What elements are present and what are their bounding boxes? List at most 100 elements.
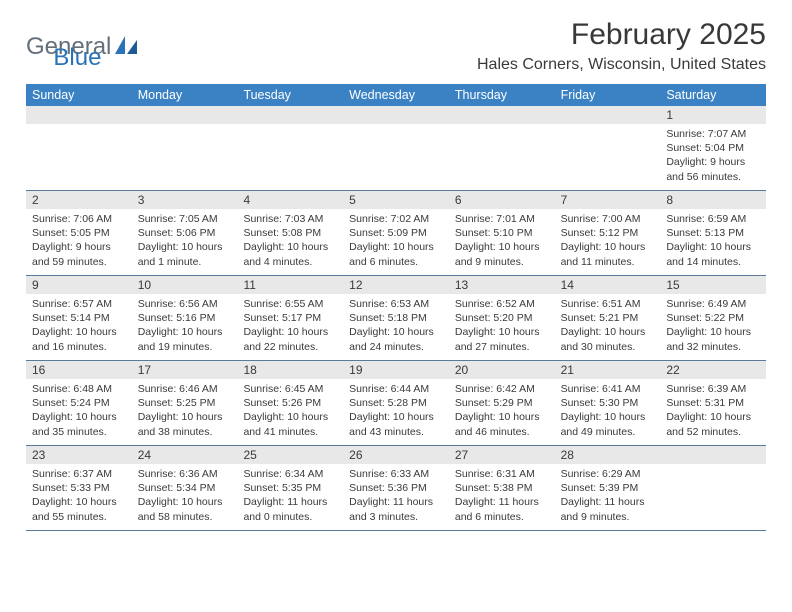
day-number: 7 [555, 191, 661, 209]
sunrise-line: Sunrise: 6:37 AM [32, 467, 126, 481]
sunrise-line: Sunrise: 6:53 AM [349, 297, 443, 311]
sunset-line: Sunset: 5:21 PM [561, 311, 655, 325]
daylight-line: Daylight: 9 hours and 59 minutes. [32, 240, 126, 268]
day-number [26, 106, 132, 124]
daylight-line: Daylight: 9 hours and 56 minutes. [666, 155, 760, 183]
sunrise-line: Sunrise: 6:44 AM [349, 382, 443, 396]
day-cell: 14Sunrise: 6:51 AMSunset: 5:21 PMDayligh… [555, 276, 661, 360]
day-body: Sunrise: 6:52 AMSunset: 5:20 PMDaylight:… [449, 294, 555, 360]
daylight-line: Daylight: 10 hours and 11 minutes. [561, 240, 655, 268]
day-body: Sunrise: 6:31 AMSunset: 5:38 PMDaylight:… [449, 464, 555, 530]
day-number: 15 [660, 276, 766, 294]
sunrise-line: Sunrise: 7:02 AM [349, 212, 443, 226]
day-cell: 23Sunrise: 6:37 AMSunset: 5:33 PMDayligh… [26, 446, 132, 530]
day-header: Sunday [26, 84, 132, 106]
day-number: 17 [132, 361, 238, 379]
sunset-line: Sunset: 5:39 PM [561, 481, 655, 495]
header: General Blue February 2025 Hales Corners… [26, 18, 766, 74]
sunrise-line: Sunrise: 6:57 AM [32, 297, 126, 311]
daylight-line: Daylight: 10 hours and 4 minutes. [243, 240, 337, 268]
day-body: Sunrise: 6:53 AMSunset: 5:18 PMDaylight:… [343, 294, 449, 360]
sunrise-line: Sunrise: 6:42 AM [455, 382, 549, 396]
day-body: Sunrise: 6:36 AMSunset: 5:34 PMDaylight:… [132, 464, 238, 530]
day-number: 8 [660, 191, 766, 209]
day-cell: 5Sunrise: 7:02 AMSunset: 5:09 PMDaylight… [343, 191, 449, 275]
day-body: Sunrise: 7:00 AMSunset: 5:12 PMDaylight:… [555, 209, 661, 275]
day-body: Sunrise: 6:57 AMSunset: 5:14 PMDaylight:… [26, 294, 132, 360]
day-body: Sunrise: 6:41 AMSunset: 5:30 PMDaylight:… [555, 379, 661, 445]
day-number: 9 [26, 276, 132, 294]
daylight-line: Daylight: 10 hours and 55 minutes. [32, 495, 126, 523]
sunset-line: Sunset: 5:20 PM [455, 311, 549, 325]
day-body: Sunrise: 6:59 AMSunset: 5:13 PMDaylight:… [660, 209, 766, 275]
sunset-line: Sunset: 5:09 PM [349, 226, 443, 240]
day-cell: 27Sunrise: 6:31 AMSunset: 5:38 PMDayligh… [449, 446, 555, 530]
week-row: 2Sunrise: 7:06 AMSunset: 5:05 PMDaylight… [26, 191, 766, 276]
day-body: Sunrise: 6:51 AMSunset: 5:21 PMDaylight:… [555, 294, 661, 360]
logo: General Blue [26, 18, 101, 72]
sunset-line: Sunset: 5:13 PM [666, 226, 760, 240]
day-number: 26 [343, 446, 449, 464]
logo-text-blue: Blue [53, 44, 101, 72]
day-cell: 25Sunrise: 6:34 AMSunset: 5:35 PMDayligh… [237, 446, 343, 530]
day-number [343, 106, 449, 124]
calendar: SundayMondayTuesdayWednesdayThursdayFrid… [26, 84, 766, 531]
day-body [132, 124, 238, 133]
location: Hales Corners, Wisconsin, United States [477, 56, 766, 74]
day-body: Sunrise: 6:34 AMSunset: 5:35 PMDaylight:… [237, 464, 343, 530]
daylight-line: Daylight: 10 hours and 52 minutes. [666, 410, 760, 438]
sunrise-line: Sunrise: 6:39 AM [666, 382, 760, 396]
day-body: Sunrise: 6:48 AMSunset: 5:24 PMDaylight:… [26, 379, 132, 445]
day-cell: 11Sunrise: 6:55 AMSunset: 5:17 PMDayligh… [237, 276, 343, 360]
daylight-line: Daylight: 10 hours and 22 minutes. [243, 325, 337, 353]
sunset-line: Sunset: 5:22 PM [666, 311, 760, 325]
day-body [237, 124, 343, 133]
daylight-line: Daylight: 11 hours and 9 minutes. [561, 495, 655, 523]
sunrise-line: Sunrise: 6:59 AM [666, 212, 760, 226]
daylight-line: Daylight: 10 hours and 38 minutes. [138, 410, 232, 438]
day-cell: 24Sunrise: 6:36 AMSunset: 5:34 PMDayligh… [132, 446, 238, 530]
day-cell: 21Sunrise: 6:41 AMSunset: 5:30 PMDayligh… [555, 361, 661, 445]
day-body: Sunrise: 6:42 AMSunset: 5:29 PMDaylight:… [449, 379, 555, 445]
sunrise-line: Sunrise: 6:52 AM [455, 297, 549, 311]
sunrise-line: Sunrise: 6:34 AM [243, 467, 337, 481]
sunrise-line: Sunrise: 6:48 AM [32, 382, 126, 396]
day-number: 16 [26, 361, 132, 379]
day-number: 11 [237, 276, 343, 294]
daylight-line: Daylight: 10 hours and 32 minutes. [666, 325, 760, 353]
week-row: 16Sunrise: 6:48 AMSunset: 5:24 PMDayligh… [26, 361, 766, 446]
sunset-line: Sunset: 5:12 PM [561, 226, 655, 240]
day-cell: 20Sunrise: 6:42 AMSunset: 5:29 PMDayligh… [449, 361, 555, 445]
day-body: Sunrise: 6:45 AMSunset: 5:26 PMDaylight:… [237, 379, 343, 445]
day-cell [237, 106, 343, 190]
sunrise-line: Sunrise: 6:36 AM [138, 467, 232, 481]
daylight-line: Daylight: 10 hours and 6 minutes. [349, 240, 443, 268]
day-cell: 3Sunrise: 7:05 AMSunset: 5:06 PMDaylight… [132, 191, 238, 275]
day-body: Sunrise: 6:46 AMSunset: 5:25 PMDaylight:… [132, 379, 238, 445]
day-cell: 22Sunrise: 6:39 AMSunset: 5:31 PMDayligh… [660, 361, 766, 445]
day-cell: 16Sunrise: 6:48 AMSunset: 5:24 PMDayligh… [26, 361, 132, 445]
daylight-line: Daylight: 10 hours and 43 minutes. [349, 410, 443, 438]
day-number: 4 [237, 191, 343, 209]
day-body: Sunrise: 6:56 AMSunset: 5:16 PMDaylight:… [132, 294, 238, 360]
daylight-line: Daylight: 10 hours and 49 minutes. [561, 410, 655, 438]
day-body: Sunrise: 7:02 AMSunset: 5:09 PMDaylight:… [343, 209, 449, 275]
day-cell: 26Sunrise: 6:33 AMSunset: 5:36 PMDayligh… [343, 446, 449, 530]
day-cell [26, 106, 132, 190]
day-body [660, 464, 766, 473]
sunset-line: Sunset: 5:14 PM [32, 311, 126, 325]
day-number [449, 106, 555, 124]
sunset-line: Sunset: 5:25 PM [138, 396, 232, 410]
day-body: Sunrise: 7:06 AMSunset: 5:05 PMDaylight:… [26, 209, 132, 275]
sunset-line: Sunset: 5:18 PM [349, 311, 443, 325]
day-body: Sunrise: 6:39 AMSunset: 5:31 PMDaylight:… [660, 379, 766, 445]
sunrise-line: Sunrise: 6:45 AM [243, 382, 337, 396]
day-header: Friday [555, 84, 661, 106]
daylight-line: Daylight: 10 hours and 16 minutes. [32, 325, 126, 353]
sunrise-line: Sunrise: 6:46 AM [138, 382, 232, 396]
week-row: 9Sunrise: 6:57 AMSunset: 5:14 PMDaylight… [26, 276, 766, 361]
day-number: 5 [343, 191, 449, 209]
day-number [132, 106, 238, 124]
day-cell: 28Sunrise: 6:29 AMSunset: 5:39 PMDayligh… [555, 446, 661, 530]
sunset-line: Sunset: 5:31 PM [666, 396, 760, 410]
